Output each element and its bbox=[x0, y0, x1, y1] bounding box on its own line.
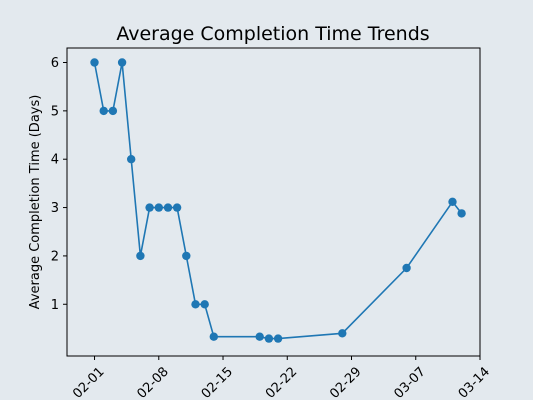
data-point bbox=[182, 251, 191, 261]
y-tick-label: 1 bbox=[51, 298, 59, 313]
data-point bbox=[338, 329, 347, 338]
data-point bbox=[163, 203, 173, 212]
data-point bbox=[273, 334, 283, 343]
series-line bbox=[93, 62, 463, 340]
data-point bbox=[154, 203, 163, 212]
data-point bbox=[209, 332, 218, 341]
x-tick-label: 02-22 bbox=[263, 364, 300, 400]
x-tick-label: 02-08 bbox=[135, 364, 172, 400]
data-point bbox=[99, 106, 108, 116]
y-tick-label: 3 bbox=[51, 201, 59, 216]
data-point bbox=[127, 155, 136, 164]
x-tick-label: 03-14 bbox=[456, 364, 493, 400]
data-point bbox=[448, 197, 457, 206]
x-tick-label: 02-29 bbox=[327, 364, 364, 400]
data-point bbox=[200, 300, 209, 309]
data-point bbox=[90, 58, 99, 67]
data-point bbox=[108, 106, 118, 116]
y-axis: 1 2 3 4 5 6 bbox=[51, 56, 67, 313]
data-point bbox=[264, 334, 274, 343]
y-axis-label: Average Completion Time (Days) bbox=[28, 95, 43, 310]
plot-frame bbox=[66, 47, 481, 357]
series-group bbox=[90, 58, 466, 343]
data-point bbox=[145, 203, 154, 212]
data-point bbox=[457, 209, 466, 218]
x-tick-label: 02-15 bbox=[199, 364, 236, 400]
y-tick-label: 6 bbox=[51, 56, 59, 71]
data-point bbox=[136, 251, 145, 261]
data-point bbox=[117, 58, 127, 67]
y-tick-label: 4 bbox=[51, 153, 59, 168]
chart-title: Average Completion Time Trends bbox=[116, 23, 429, 45]
data-point bbox=[255, 332, 264, 341]
x-tick-label: 02-01 bbox=[70, 364, 107, 400]
y-tick-label: 2 bbox=[51, 249, 59, 264]
data-point bbox=[191, 300, 200, 309]
y-tick-label: 5 bbox=[51, 104, 59, 119]
data-point bbox=[172, 203, 182, 212]
x-axis: 02-01 02-08 02-15 02-22 02-29 03-07 03-14 bbox=[70, 356, 493, 400]
data-point bbox=[402, 263, 411, 273]
x-tick-label: 03-07 bbox=[391, 364, 428, 400]
